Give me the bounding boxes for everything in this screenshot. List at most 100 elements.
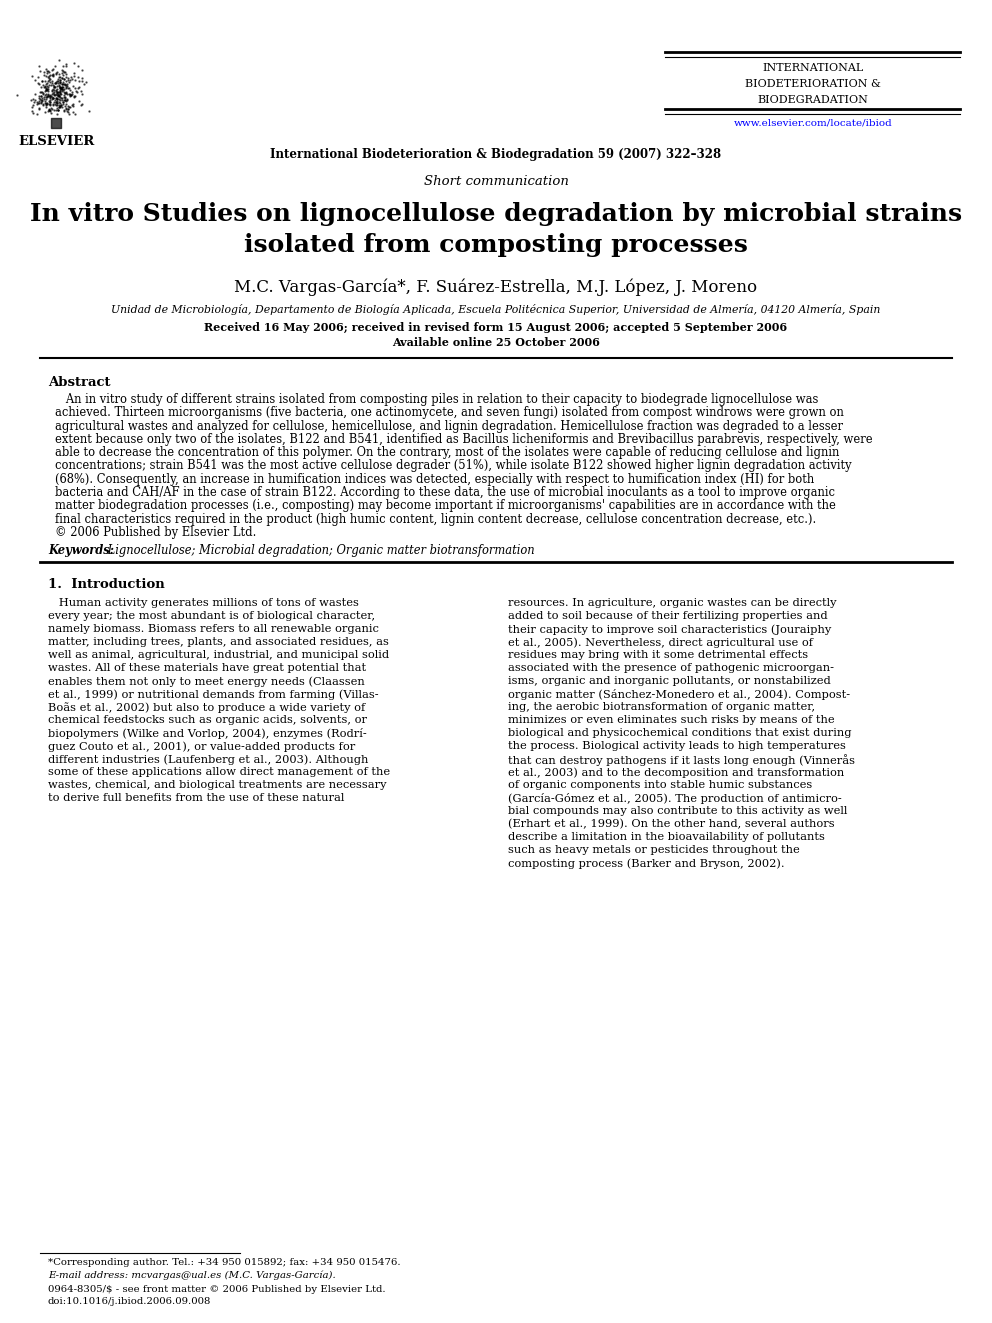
- Point: [65, 102, 81, 123]
- Point: [47, 91, 62, 112]
- Point: [42, 101, 58, 122]
- Point: [58, 82, 73, 103]
- Point: [52, 94, 67, 115]
- Point: [50, 85, 65, 106]
- Point: [31, 98, 47, 119]
- Point: [44, 74, 60, 95]
- Point: [67, 77, 83, 98]
- Point: [44, 73, 60, 94]
- Point: [37, 65, 53, 86]
- Text: Lignocellulose; Microbial degradation; Organic matter biotransformation: Lignocellulose; Microbial degradation; O…: [104, 544, 535, 557]
- Point: [52, 83, 67, 105]
- Point: [39, 79, 55, 101]
- Text: (Erhart et al., 1999). On the other hand, several authors: (Erhart et al., 1999). On the other hand…: [508, 819, 834, 830]
- Point: [59, 78, 74, 99]
- Point: [54, 78, 69, 99]
- Point: [53, 97, 68, 118]
- Point: [45, 87, 61, 108]
- Point: [46, 82, 62, 103]
- Point: [47, 99, 62, 120]
- Point: [55, 94, 70, 115]
- Point: [56, 89, 71, 110]
- Point: [61, 95, 76, 116]
- Text: such as heavy metals or pesticides throughout the: such as heavy metals or pesticides throu…: [508, 845, 800, 855]
- Text: Available online 25 October 2006: Available online 25 October 2006: [392, 337, 600, 348]
- Point: [52, 97, 67, 118]
- Point: [60, 67, 75, 89]
- Text: well as animal, agricultural, industrial, and municipal solid: well as animal, agricultural, industrial…: [48, 651, 389, 660]
- Point: [70, 70, 86, 91]
- Point: [42, 93, 58, 114]
- Point: [43, 91, 59, 112]
- Point: [58, 73, 73, 94]
- Point: [31, 93, 47, 114]
- Point: [66, 52, 82, 73]
- Point: [53, 81, 68, 102]
- Point: [62, 85, 78, 106]
- Point: [40, 81, 56, 102]
- Point: [41, 91, 57, 112]
- Point: [69, 81, 85, 102]
- Point: [53, 77, 68, 98]
- Text: Abstract: Abstract: [48, 376, 110, 389]
- Point: [41, 61, 57, 82]
- Point: [53, 77, 68, 98]
- Point: [33, 89, 49, 110]
- Text: www.elsevier.com/locate/ibiod: www.elsevier.com/locate/ibiod: [734, 118, 893, 127]
- Point: [51, 86, 66, 107]
- Point: [60, 98, 75, 119]
- Point: [36, 83, 52, 105]
- Point: [28, 89, 44, 110]
- Point: [62, 86, 77, 107]
- Point: [53, 82, 68, 103]
- Text: resources. In agriculture, organic wastes can be directly: resources. In agriculture, organic waste…: [508, 598, 836, 609]
- Point: [59, 70, 74, 91]
- Point: [51, 64, 66, 85]
- Point: [31, 93, 47, 114]
- Point: [74, 60, 90, 81]
- Point: [55, 81, 70, 102]
- Text: biological and physicochemical conditions that exist during: biological and physicochemical condition…: [508, 728, 851, 738]
- Point: [46, 94, 62, 115]
- Point: [31, 66, 47, 87]
- Text: In vitro Studies on lignocellulose degradation by microbial strains: In vitro Studies on lignocellulose degra…: [30, 202, 962, 226]
- Point: [48, 62, 63, 83]
- Point: [46, 79, 62, 101]
- Text: to derive full benefits from the use of these natural: to derive full benefits from the use of …: [48, 794, 344, 803]
- Point: [70, 78, 86, 99]
- Text: International Biodeterioration & Biodegradation 59 (2007) 322–328: International Biodeterioration & Biodegr…: [271, 148, 721, 161]
- Point: [40, 70, 56, 91]
- Point: [61, 103, 76, 124]
- Point: [49, 90, 64, 111]
- Point: [55, 77, 70, 98]
- Point: [58, 95, 73, 116]
- Point: [60, 75, 75, 97]
- Point: [49, 81, 64, 102]
- Text: that can destroy pathogens if it lasts long enough (Vinnerås: that can destroy pathogens if it lasts l…: [508, 754, 855, 766]
- Point: [36, 87, 52, 108]
- Point: [52, 73, 67, 94]
- Point: [34, 81, 50, 102]
- Text: achieved. Thirteen microorganisms (five bacteria, one actinomycete, and seven fu: achieved. Thirteen microorganisms (five …: [55, 406, 844, 419]
- Point: [39, 79, 55, 101]
- Text: et al., 2003) and to the decomposition and transformation: et al., 2003) and to the decomposition a…: [508, 767, 844, 778]
- Point: [48, 93, 63, 114]
- Point: [38, 77, 54, 98]
- Point: [43, 86, 59, 107]
- Point: [30, 73, 46, 94]
- Point: [48, 83, 63, 105]
- Text: Keywords:: Keywords:: [48, 544, 114, 557]
- Point: [44, 102, 60, 123]
- Point: [38, 81, 54, 102]
- Point: [51, 83, 66, 105]
- Point: [32, 61, 48, 82]
- Point: [75, 73, 91, 94]
- Point: [59, 89, 74, 110]
- Point: [53, 93, 68, 114]
- Point: [40, 61, 56, 82]
- Point: [40, 86, 56, 107]
- Point: [45, 64, 61, 85]
- Point: [33, 86, 49, 107]
- Point: [73, 81, 89, 102]
- Point: [34, 70, 50, 91]
